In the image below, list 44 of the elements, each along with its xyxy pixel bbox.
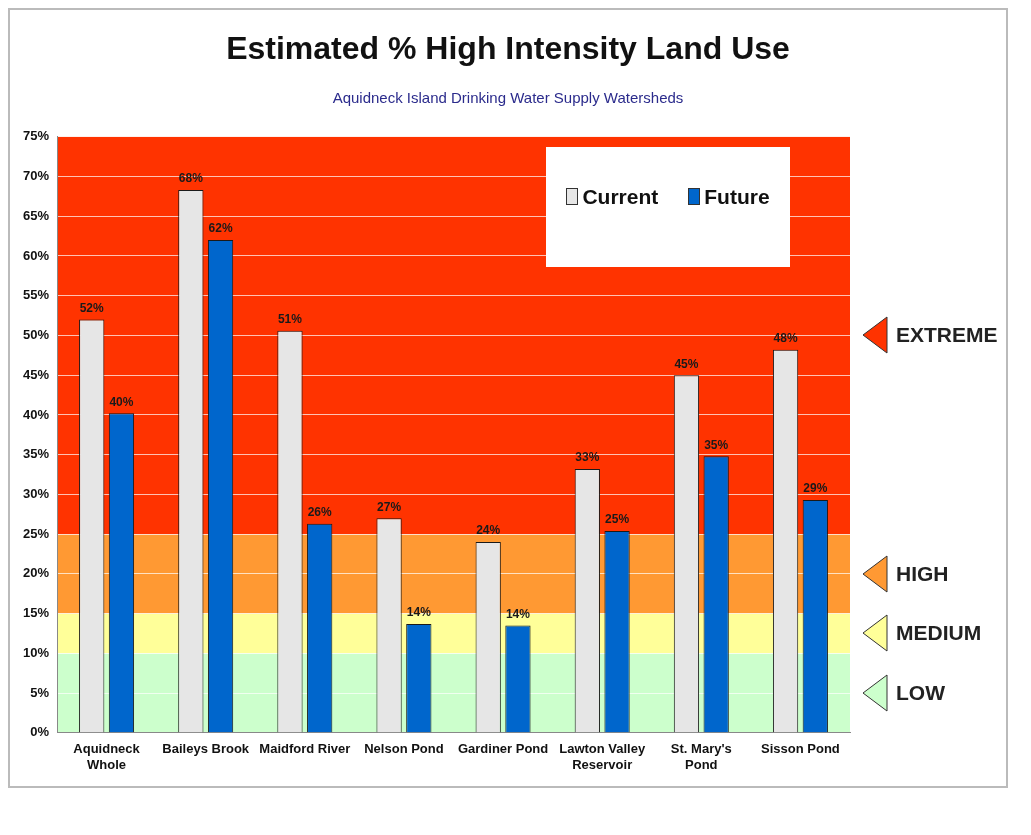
legend-label: Future [704, 184, 770, 209]
x-tick-label: Maidford River [259, 741, 351, 757]
x-tick-label: Nelson Pond [364, 741, 444, 757]
y-tick-label: 10% [22, 644, 50, 660]
data-label: 51% [277, 312, 303, 327]
data-label: 26% [307, 505, 333, 520]
data-label: 35% [704, 437, 729, 452]
chart-title: Estimated % High Intensity Land Use [225, 30, 791, 67]
y-tick-label: 60% [22, 247, 50, 263]
data-label: 40% [109, 394, 134, 409]
y-tick-label: 65% [22, 207, 50, 223]
band-label: LOW [896, 681, 945, 706]
y-tick-label: 75% [22, 128, 50, 144]
x-tick-label: Sisson Pond [761, 741, 840, 757]
data-label: 52% [79, 300, 105, 315]
data-label: 27% [377, 499, 402, 514]
data-label: 24% [476, 523, 501, 538]
data-label: 62% [208, 221, 233, 236]
y-tick-label: 5% [30, 684, 50, 700]
y-tick-label: 50% [22, 327, 50, 343]
legend-label: Current [582, 184, 659, 209]
y-tick-label: 40% [22, 406, 50, 422]
chart-subtitle: Aquidneck Island Drinking Water Supply Watersheds [331, 89, 685, 106]
band-label: MEDIUM [896, 621, 982, 646]
x-tick-label: Gardiner Pond [457, 741, 549, 757]
x-tick-label: Aquidneck Whole [73, 741, 141, 772]
data-label: 45% [674, 356, 699, 371]
y-tick-label: 30% [22, 485, 50, 501]
band-label: EXTREME [896, 323, 998, 348]
y-tick-label: 20% [22, 565, 50, 581]
y-tick-label: 45% [22, 366, 50, 382]
y-tick-label: 70% [22, 168, 50, 184]
y-tick-label: 25% [22, 525, 50, 541]
band-label: HIGH [896, 561, 949, 586]
y-tick-label: 35% [22, 446, 50, 462]
data-label: 25% [605, 512, 630, 527]
x-tick-label: Lawton Valley Reservoir [559, 741, 646, 772]
data-label: 29% [803, 481, 828, 496]
data-label: 14% [505, 606, 531, 621]
x-tick-label: St. Mary's Pond [670, 741, 732, 772]
y-tick-label: 15% [22, 605, 50, 621]
x-tick-label: Baileys Brook [162, 741, 250, 757]
y-tick-label: 0% [30, 724, 50, 740]
y-tick-label: 55% [22, 287, 50, 303]
